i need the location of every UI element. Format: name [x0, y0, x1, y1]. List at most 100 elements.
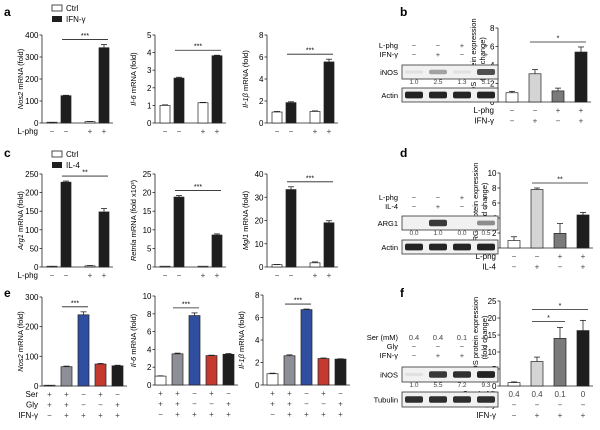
- y-tick-label: 2: [492, 229, 497, 238]
- blot-band: [429, 371, 447, 378]
- condition-value: 0.4: [531, 390, 543, 399]
- blot-band: [405, 243, 423, 251]
- y-tick-label: 50: [30, 244, 39, 253]
- blot-quantification: 9.3: [481, 382, 490, 389]
- condition-value: +: [270, 389, 275, 398]
- chart-a3: 0 2 4 6 8 Il-1β mRNA (fold) *** − − + +: [241, 31, 338, 136]
- bar: [323, 61, 335, 124]
- y-axis-label: Il-1β mRNA (fold): [241, 50, 250, 108]
- y-tick-label: 5: [147, 31, 152, 40]
- y-tick-label: 0: [492, 382, 497, 391]
- significance-label: ***: [81, 33, 89, 40]
- blot-band-label: Tubulin: [374, 396, 398, 405]
- condition-value: +: [158, 400, 163, 409]
- y-axis-label-unit: mRNA (fold x10³): [129, 179, 138, 239]
- blot-condition-value: +: [436, 351, 441, 360]
- blot-band: [453, 91, 471, 99]
- panel-letter-f: f: [400, 286, 405, 300]
- y-tick-label: 30: [255, 193, 264, 202]
- condition-value: −: [512, 401, 517, 410]
- significance-label: ***: [194, 44, 202, 51]
- blot-condition-value: +: [484, 41, 489, 50]
- condition-value: +: [98, 390, 103, 399]
- condition-value: +: [102, 271, 107, 280]
- y-axis-label-gene: Il-1β: [241, 92, 250, 107]
- y-tick-label: 200: [25, 189, 39, 198]
- y-tick-label: 200: [25, 75, 39, 84]
- condition-row-label: IL-4: [482, 263, 496, 272]
- condition-value: +: [579, 106, 584, 115]
- bar: [507, 240, 521, 249]
- condition-value: +: [287, 389, 292, 398]
- condition-value: +: [313, 271, 318, 280]
- condition-value: +: [215, 271, 220, 280]
- bar: [334, 358, 347, 386]
- y-tick-label: 10: [488, 169, 497, 178]
- condition-value: +: [581, 252, 586, 261]
- blot-band: [477, 91, 495, 99]
- condition-value: +: [535, 263, 540, 272]
- bar: [205, 355, 218, 386]
- legend-swatch-ctrl: [51, 150, 63, 158]
- y-tick-label: 0: [34, 263, 39, 272]
- panel-letter-d: d: [400, 146, 407, 160]
- legend-swatch-ifng: [52, 16, 62, 22]
- bar: [271, 111, 283, 124]
- y-tick-label: 250: [25, 170, 39, 179]
- y-axis-label: (fold change): [480, 315, 489, 359]
- condition-value: −: [64, 271, 69, 280]
- condition-row-label: IFN-γ: [476, 411, 496, 420]
- condition-value: +: [338, 400, 343, 409]
- bar: [154, 375, 167, 386]
- bar: [222, 353, 235, 386]
- y-tick-label: 300: [25, 53, 39, 62]
- condition-value: +: [102, 127, 107, 136]
- y-axis-label: Nos2 mRNA (fold): [16, 311, 25, 372]
- blot-band: [477, 371, 495, 378]
- bar: [94, 363, 107, 387]
- blot-condition-value: −: [412, 193, 417, 202]
- blot-condition-value: +: [460, 351, 465, 360]
- bar: [266, 373, 279, 386]
- bar: [159, 265, 171, 268]
- y-tick-label: 6: [147, 328, 152, 337]
- condition-value: +: [533, 117, 538, 126]
- condition-value: −: [289, 127, 294, 136]
- blot-band: [429, 219, 447, 227]
- y-tick-label: 4: [147, 49, 152, 58]
- condition-value: −: [510, 117, 515, 126]
- blot-band-label: Actin: [381, 243, 398, 252]
- chart-a2: 0 1 2 3 4 5 Il-6 mRNA (fold) *** − − + +: [129, 31, 226, 136]
- condition-value: −: [558, 401, 563, 410]
- condition-value: +: [558, 411, 563, 420]
- y-axis-label-gene: Nos2: [16, 353, 25, 371]
- bar: [530, 189, 544, 249]
- condition-value: +: [287, 410, 292, 419]
- condition-value: −: [275, 271, 280, 280]
- condition-value: −: [535, 401, 540, 410]
- bar: [507, 382, 521, 387]
- blot-band: [429, 69, 447, 75]
- bar: [576, 330, 590, 387]
- condition-value: +: [215, 127, 220, 136]
- condition-value: −: [558, 263, 563, 272]
- condition-value: −: [115, 390, 120, 399]
- blot-condition-value: +: [484, 202, 489, 211]
- condition-value: −: [226, 389, 231, 398]
- blot-condition-label: IL-4: [385, 202, 398, 211]
- y-axis-label-unit: mRNA (fold): [16, 311, 25, 354]
- y-tick-label: 0: [490, 98, 495, 107]
- y-tick-label: 6: [255, 314, 260, 323]
- bar: [60, 366, 73, 387]
- condition-value: +: [201, 127, 206, 136]
- blot-condition-value: 0: [484, 333, 488, 342]
- condition-row-label: L-phg: [18, 271, 38, 280]
- y-axis-label-unit: mRNA (fold): [241, 190, 250, 233]
- y-tick-label: 0: [34, 119, 39, 128]
